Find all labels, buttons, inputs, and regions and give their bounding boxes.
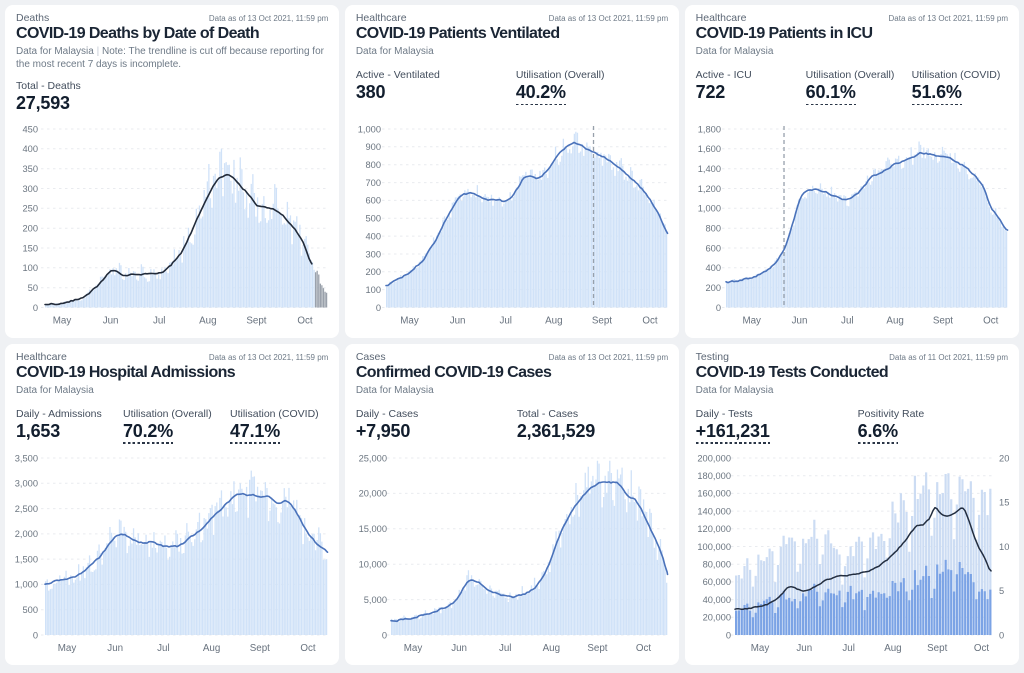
svg-text:10: 10 [999, 541, 1009, 551]
svg-text:200: 200 [365, 267, 381, 277]
svg-text:Sept: Sept [592, 316, 612, 327]
svg-text:0: 0 [725, 630, 730, 640]
svg-text:Aug: Aug [545, 316, 562, 327]
svg-text:Oct: Oct [636, 643, 652, 654]
svg-text:1,600: 1,600 [697, 144, 720, 154]
svg-text:1,400: 1,400 [697, 164, 720, 174]
svg-text:May: May [53, 316, 72, 327]
svg-text:2,000: 2,000 [15, 529, 38, 539]
svg-text:300: 300 [22, 184, 38, 194]
svg-text:5,000: 5,000 [364, 594, 387, 604]
svg-text:Jun: Jun [103, 316, 119, 327]
svg-text:600: 600 [365, 196, 381, 206]
svg-text:250: 250 [22, 204, 38, 214]
svg-text:May: May [58, 643, 77, 654]
svg-text:0: 0 [376, 303, 381, 313]
svg-text:Oct: Oct [300, 643, 316, 654]
svg-text:3,000: 3,000 [15, 478, 38, 488]
svg-text:May: May [404, 643, 423, 654]
svg-text:350: 350 [22, 164, 38, 174]
svg-text:Jun: Jun [796, 643, 812, 654]
svg-text:Jul: Jul [499, 316, 512, 327]
svg-text:Aug: Aug [886, 316, 903, 327]
svg-text:May: May [742, 316, 761, 327]
svg-text:800: 800 [365, 160, 381, 170]
svg-text:150: 150 [22, 243, 38, 253]
svg-text:Jun: Jun [451, 643, 467, 654]
svg-text:Jun: Jun [450, 316, 466, 327]
svg-text:20,000: 20,000 [702, 612, 730, 622]
svg-text:1,500: 1,500 [15, 554, 38, 564]
svg-text:May: May [400, 316, 419, 327]
svg-text:0: 0 [382, 630, 387, 640]
svg-text:200: 200 [705, 283, 721, 293]
svg-text:80,000: 80,000 [702, 559, 730, 569]
svg-text:1,000: 1,000 [697, 204, 720, 214]
svg-text:Sept: Sept [927, 643, 947, 654]
svg-text:1,200: 1,200 [697, 184, 720, 194]
svg-text:300: 300 [365, 249, 381, 259]
svg-text:Oct: Oct [297, 316, 313, 327]
svg-text:Oct: Oct [983, 316, 999, 327]
svg-text:Jul: Jul [157, 643, 170, 654]
svg-text:180,000: 180,000 [697, 471, 731, 481]
svg-text:400: 400 [365, 231, 381, 241]
svg-text:200,000: 200,000 [697, 453, 731, 463]
svg-text:140,000: 140,000 [697, 506, 731, 516]
svg-text:0: 0 [999, 630, 1004, 640]
svg-text:400: 400 [22, 144, 38, 154]
svg-text:15,000: 15,000 [358, 524, 386, 534]
svg-text:500: 500 [365, 214, 381, 224]
svg-text:Aug: Aug [199, 316, 216, 327]
svg-text:Jul: Jul [153, 316, 166, 327]
svg-text:Sept: Sept [587, 643, 607, 654]
svg-text:0: 0 [33, 303, 38, 313]
svg-text:20,000: 20,000 [358, 488, 386, 498]
svg-text:0: 0 [715, 303, 720, 313]
svg-text:20: 20 [999, 453, 1009, 463]
svg-text:Aug: Aug [203, 643, 220, 654]
svg-text:60,000: 60,000 [702, 577, 730, 587]
svg-text:120,000: 120,000 [697, 524, 731, 534]
svg-text:100,000: 100,000 [697, 541, 731, 551]
svg-text:15: 15 [999, 497, 1009, 507]
svg-text:50: 50 [28, 283, 38, 293]
svg-text:Oct: Oct [642, 316, 658, 327]
svg-text:25,000: 25,000 [358, 453, 386, 463]
svg-text:1,000: 1,000 [15, 579, 38, 589]
svg-text:Sept: Sept [250, 643, 270, 654]
svg-text:Jun: Jun [791, 316, 807, 327]
svg-text:3,500: 3,500 [15, 453, 38, 463]
svg-text:Jun: Jun [107, 643, 123, 654]
svg-text:Jul: Jul [841, 316, 854, 327]
svg-text:100: 100 [365, 285, 381, 295]
svg-text:Oct: Oct [974, 643, 990, 654]
svg-text:40,000: 40,000 [702, 594, 730, 604]
svg-text:160,000: 160,000 [697, 488, 731, 498]
svg-text:800: 800 [705, 224, 721, 234]
svg-text:600: 600 [705, 243, 721, 253]
svg-text:450: 450 [22, 124, 38, 134]
svg-text:2,500: 2,500 [15, 503, 38, 513]
svg-text:700: 700 [365, 178, 381, 188]
svg-text:10,000: 10,000 [358, 559, 386, 569]
svg-text:0: 0 [33, 630, 38, 640]
svg-text:1,000: 1,000 [358, 124, 381, 134]
svg-text:Jul: Jul [499, 643, 512, 654]
svg-text:100: 100 [22, 263, 38, 273]
svg-text:900: 900 [365, 142, 381, 152]
svg-text:May: May [750, 643, 769, 654]
svg-text:5: 5 [999, 586, 1004, 596]
svg-text:200: 200 [22, 224, 38, 234]
svg-text:1,800: 1,800 [697, 124, 720, 134]
svg-text:500: 500 [22, 605, 38, 615]
svg-text:Sept: Sept [933, 316, 953, 327]
svg-text:Jul: Jul [842, 643, 855, 654]
svg-text:Sept: Sept [246, 316, 266, 327]
svg-text:Aug: Aug [884, 643, 901, 654]
svg-text:400: 400 [705, 263, 721, 273]
svg-text:Aug: Aug [542, 643, 559, 654]
